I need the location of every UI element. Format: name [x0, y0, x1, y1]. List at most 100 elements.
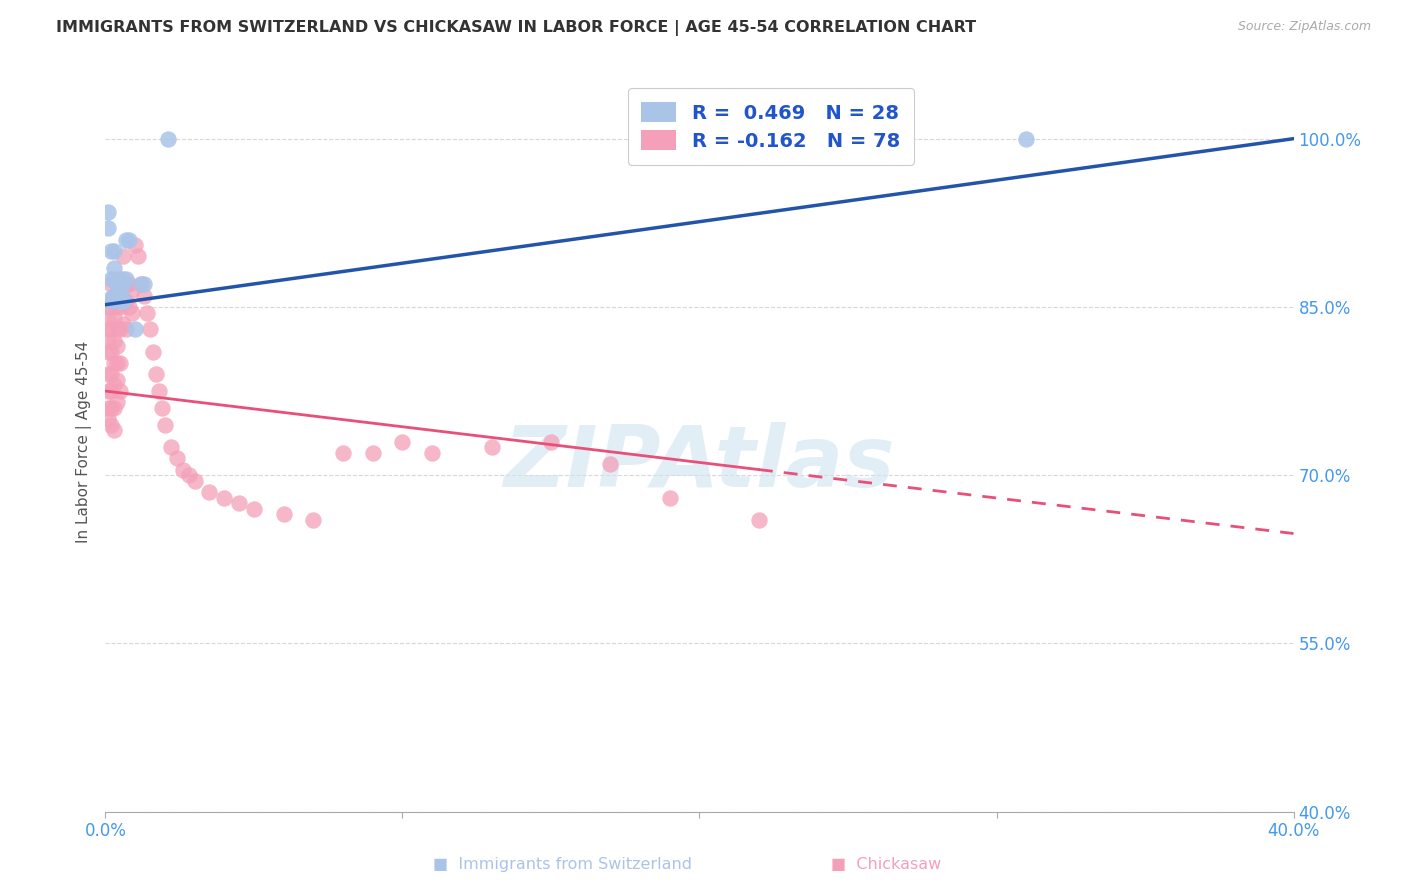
Point	[718, 131, 741, 145]
Point	[110, 277, 132, 292]
Point	[112, 250, 135, 264]
Point	[112, 294, 135, 309]
Point	[97, 204, 120, 219]
Point	[121, 305, 143, 319]
Point	[97, 401, 120, 415]
Point	[100, 300, 122, 314]
Text: ■  Immigrants from Switzerland: ■ Immigrants from Switzerland	[433, 857, 692, 872]
Point	[166, 451, 188, 466]
Y-axis label: In Labor Force | Age 45-54: In Labor Force | Age 45-54	[76, 341, 93, 542]
Point	[105, 294, 128, 309]
Point	[97, 300, 120, 314]
Point	[129, 277, 152, 292]
Point	[110, 356, 132, 370]
Point	[97, 311, 120, 326]
Point	[100, 417, 122, 432]
Point	[118, 300, 141, 314]
Point	[110, 322, 132, 336]
Point	[115, 233, 138, 247]
Point	[100, 322, 122, 336]
Point	[103, 289, 125, 303]
Point	[103, 311, 125, 326]
Point	[103, 289, 125, 303]
Point	[110, 384, 132, 398]
Point	[153, 417, 176, 432]
Point	[1015, 131, 1038, 145]
Point	[183, 474, 205, 488]
Point	[100, 291, 122, 305]
Point	[100, 272, 122, 286]
Point	[100, 384, 122, 398]
Point	[105, 395, 128, 409]
Point	[145, 368, 167, 382]
Point	[97, 412, 120, 426]
Point	[112, 317, 135, 331]
Point	[540, 434, 562, 449]
Point	[105, 373, 128, 387]
Point	[136, 305, 159, 319]
Point	[132, 289, 155, 303]
Text: IMMIGRANTS FROM SWITZERLAND VS CHICKASAW IN LABOR FORCE | AGE 45-54 CORRELATION : IMMIGRANTS FROM SWITZERLAND VS CHICKASAW…	[56, 20, 976, 36]
Point	[103, 244, 125, 258]
Point	[110, 294, 132, 309]
Point	[103, 272, 125, 286]
Point	[103, 334, 125, 348]
Point	[97, 368, 120, 382]
Text: ZIPAtlas: ZIPAtlas	[503, 422, 896, 505]
Point	[391, 434, 413, 449]
Point	[105, 289, 128, 303]
Point	[112, 272, 135, 286]
Point	[420, 446, 443, 460]
Point	[115, 294, 138, 309]
Point	[100, 344, 122, 359]
Point	[110, 277, 132, 292]
Point	[118, 233, 141, 247]
Point	[302, 513, 325, 527]
Point	[97, 384, 120, 398]
Point	[115, 277, 138, 292]
Point	[243, 501, 266, 516]
Point	[124, 322, 146, 336]
Point	[177, 468, 200, 483]
Point	[748, 513, 770, 527]
Point	[118, 277, 141, 292]
Text: Source: ZipAtlas.com: Source: ZipAtlas.com	[1237, 20, 1371, 33]
Point	[105, 277, 128, 292]
Point	[100, 294, 122, 309]
Point	[112, 277, 135, 292]
Point	[115, 272, 138, 286]
Point	[105, 339, 128, 353]
Point	[121, 283, 143, 297]
Point	[97, 334, 120, 348]
Point	[103, 356, 125, 370]
Point	[198, 485, 221, 500]
Point	[110, 300, 132, 314]
Point	[103, 423, 125, 437]
Point	[100, 277, 122, 292]
Point	[103, 378, 125, 392]
Point	[273, 508, 295, 522]
Point	[105, 356, 128, 370]
Text: ■  Chickasaw: ■ Chickasaw	[831, 857, 941, 872]
Point	[142, 344, 165, 359]
Point	[148, 384, 170, 398]
Point	[100, 368, 122, 382]
Point	[112, 294, 135, 309]
Point	[103, 260, 125, 275]
Legend: R =  0.469   N = 28, R = -0.162   N = 78: R = 0.469 N = 28, R = -0.162 N = 78	[627, 88, 914, 164]
Point	[481, 440, 503, 454]
Point	[127, 250, 149, 264]
Point	[112, 291, 135, 305]
Point	[97, 322, 120, 336]
Point	[150, 401, 173, 415]
Point	[97, 221, 120, 235]
Point	[214, 491, 236, 505]
Point	[132, 277, 155, 292]
Point	[97, 344, 120, 359]
Point	[100, 244, 122, 258]
Point	[172, 462, 194, 476]
Point	[599, 457, 621, 471]
Point	[105, 300, 128, 314]
Point	[115, 322, 138, 336]
Point	[110, 272, 132, 286]
